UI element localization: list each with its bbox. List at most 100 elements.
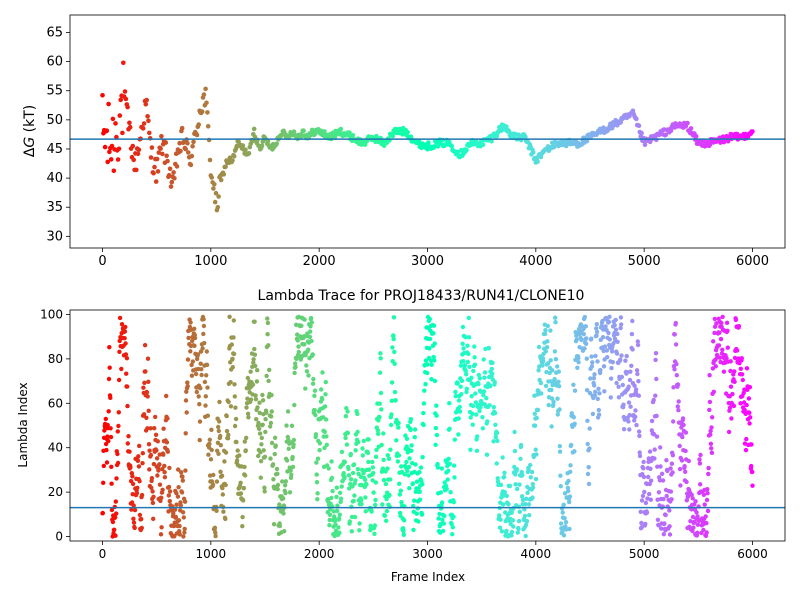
lambda-point (596, 386, 601, 391)
lambda-point (703, 533, 709, 538)
lambda-point (324, 442, 329, 447)
lambda-point (197, 419, 203, 424)
lambda-point (333, 528, 339, 533)
lambda-point (558, 473, 563, 478)
lambda-point (342, 474, 347, 480)
lambda-point (640, 493, 646, 499)
lambda-point (115, 429, 121, 434)
lambda-point (423, 358, 429, 363)
x-tick-label: 1000 (196, 547, 227, 561)
lambda-point (529, 469, 535, 475)
lambda-point (314, 480, 320, 485)
lambda-point (635, 339, 640, 344)
lambda-point (738, 366, 743, 371)
lambda-point (731, 403, 737, 409)
lambda-point (289, 472, 294, 477)
lambda-point (380, 502, 385, 507)
lambda-point (620, 382, 625, 388)
delta-g-point (160, 151, 165, 157)
delta-g-point (178, 148, 183, 154)
lambda-point (545, 323, 550, 329)
lambda-point (441, 521, 446, 526)
lambda-point (472, 344, 477, 349)
lambda-point (333, 517, 338, 522)
x-tick-label: 6000 (736, 254, 769, 269)
lambda-point (442, 480, 447, 485)
lambda-point (116, 377, 122, 383)
delta-g-point (158, 146, 163, 151)
lambda-point (396, 453, 402, 458)
lambda-point (535, 407, 541, 413)
lambda-point (343, 414, 349, 419)
lambda-point (748, 415, 753, 420)
delta-g-point (151, 170, 156, 176)
lambda-point (707, 399, 713, 405)
lambda-point (619, 353, 624, 358)
lambda-point (495, 438, 500, 444)
lambda-point (498, 482, 504, 488)
delta-g-point (432, 144, 437, 149)
lambda-point (141, 412, 147, 417)
lambda-point (749, 463, 754, 469)
lambda-point (632, 418, 637, 423)
lambda-point (115, 451, 120, 457)
lambda-point (148, 452, 154, 458)
lambda-point (536, 344, 542, 350)
lambda-point (363, 509, 368, 514)
lambda-point (627, 377, 633, 383)
lambda-point (526, 467, 531, 472)
lambda-point (432, 378, 438, 384)
lambda-point (355, 429, 360, 435)
lambda-point (656, 490, 662, 495)
lambda-point (147, 467, 152, 472)
lambda-point (255, 405, 260, 410)
delta-g-point (152, 164, 157, 170)
lambda-point (509, 533, 514, 538)
lambda-point (103, 416, 109, 422)
lambda-point (581, 331, 586, 337)
lambda-point (605, 355, 610, 360)
lambda-point (592, 383, 597, 388)
lambda-point (557, 407, 562, 412)
delta-g-point (167, 166, 173, 172)
lambda-point (572, 421, 577, 426)
lambda-point (541, 359, 546, 364)
y-tick-label: 60 (46, 55, 63, 70)
lambda-point (136, 464, 142, 469)
lambda-point (271, 477, 276, 482)
lambda-point (711, 339, 716, 344)
lambda-point (216, 428, 221, 434)
lambda-point (183, 431, 188, 436)
lambda-point (726, 429, 732, 435)
lambda-point (199, 367, 204, 372)
lambda-point (460, 324, 466, 330)
lambda-point (371, 490, 376, 495)
lambda-point (180, 474, 185, 479)
lambda-point (463, 335, 468, 340)
delta-g-point (156, 150, 162, 155)
lambda-point (610, 360, 615, 365)
lambda-point (257, 431, 263, 436)
lambda-point (492, 410, 498, 416)
lambda-point (389, 412, 394, 417)
lambda-point (463, 368, 468, 374)
lambda-point (253, 393, 258, 398)
lambda-point (327, 517, 332, 523)
lambda-point (732, 369, 737, 374)
lambda-point (561, 533, 567, 538)
lambda-point (290, 454, 295, 460)
lambda-point (124, 371, 129, 376)
lambda-point (114, 476, 119, 481)
lambda-point (425, 362, 430, 367)
lambda-point (346, 466, 351, 472)
lambda-point (614, 351, 620, 356)
lambda-point (232, 382, 237, 387)
lambda-point (744, 366, 750, 371)
lambda-point (353, 448, 358, 453)
delta-g-point (504, 124, 509, 129)
lambda-point (373, 480, 378, 485)
lambda-point (245, 411, 251, 416)
lambda-point (101, 463, 107, 469)
lambda-point (509, 529, 515, 535)
lambda-point (248, 397, 254, 402)
